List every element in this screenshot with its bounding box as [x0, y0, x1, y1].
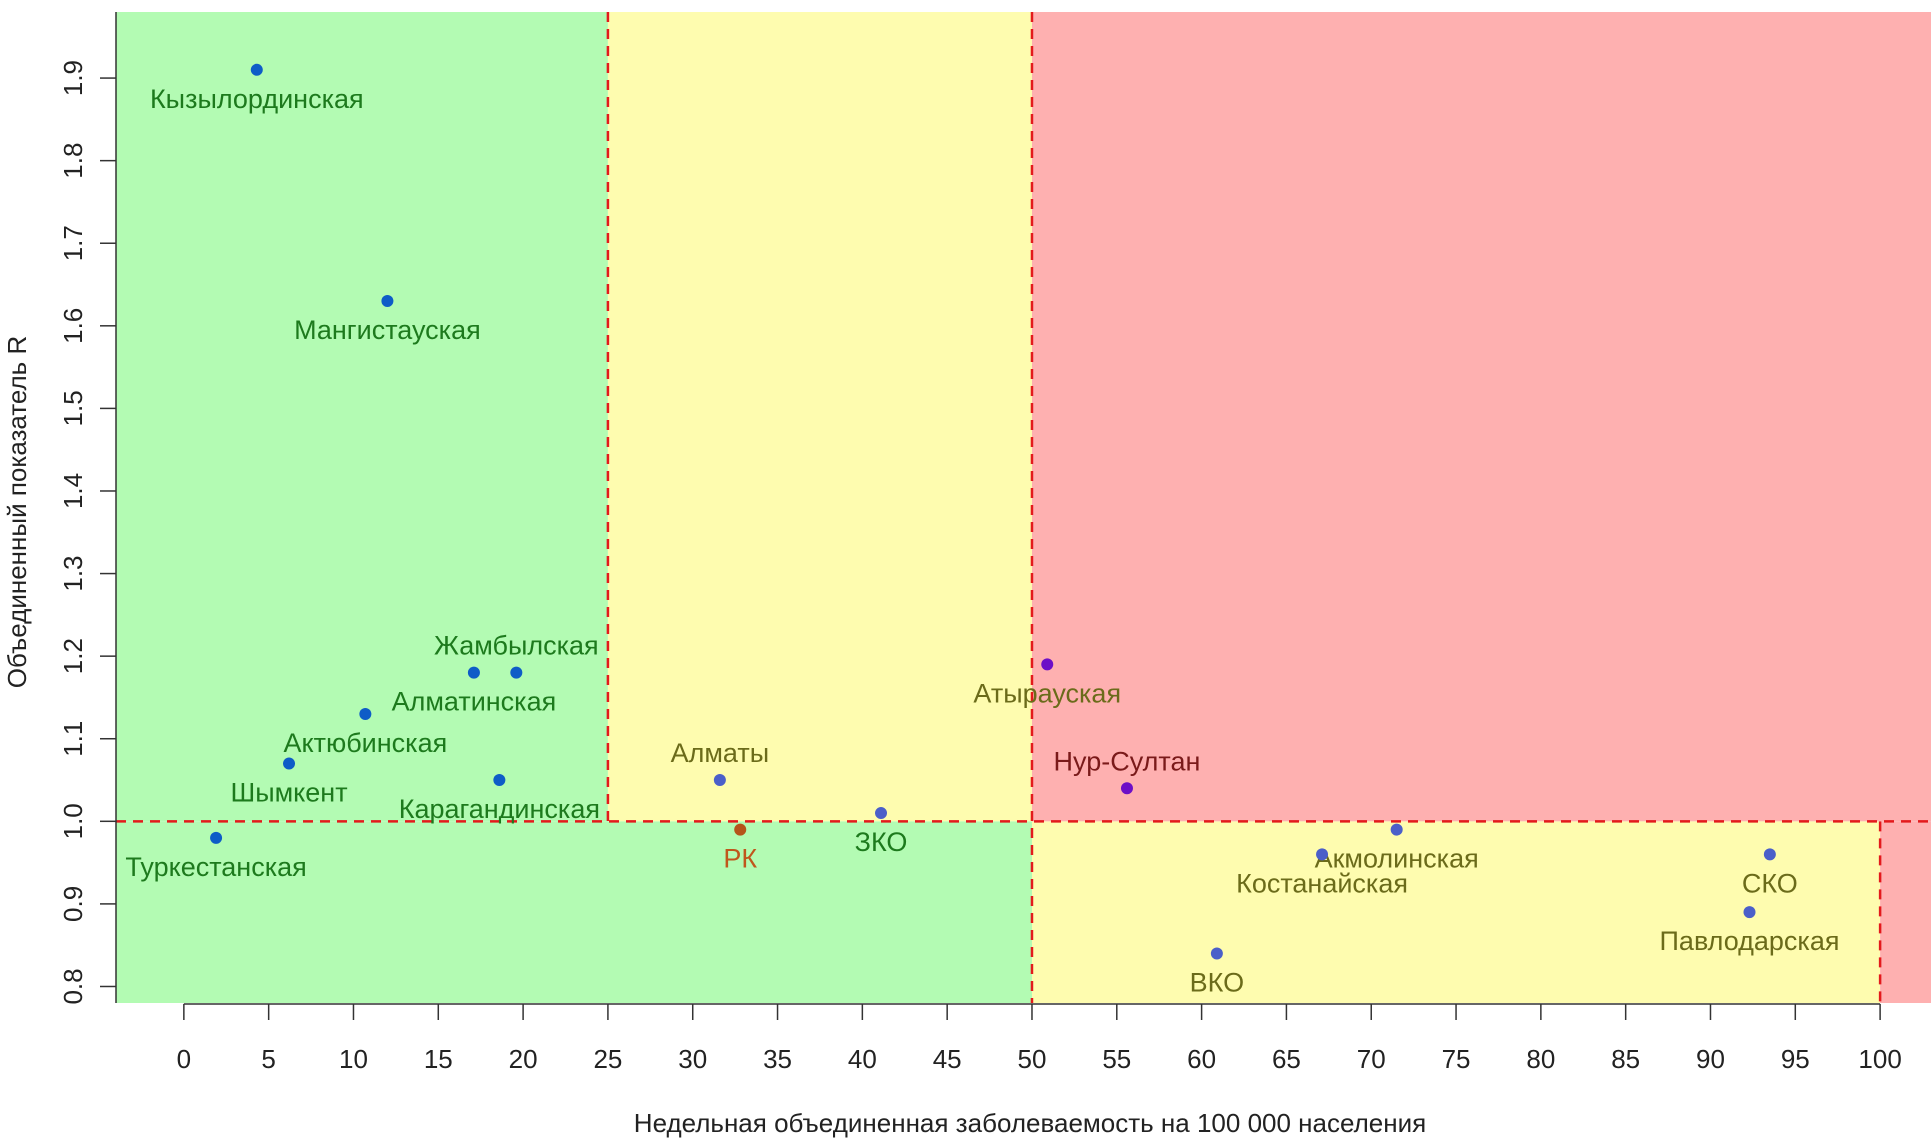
x-tick-label-45: 45 [933, 1044, 962, 1074]
y-tick-label-0.8: 0.8 [58, 968, 88, 1004]
x-tick-label-55: 55 [1102, 1044, 1131, 1074]
y-tick-label-1.9: 1.9 [58, 60, 88, 96]
x-tick-label-85: 85 [1611, 1044, 1640, 1074]
x-tick-label-70: 70 [1357, 1044, 1386, 1074]
y-tick-label-1.5: 1.5 [58, 390, 88, 426]
point-93.5-0.96 [1763, 848, 1776, 861]
point-label: Павлодарская [1660, 926, 1840, 956]
point-50.9-1.19 [1041, 658, 1054, 671]
x-tick-label-65: 65 [1272, 1044, 1301, 1074]
point-6.2-1.07 [283, 757, 296, 770]
x-tick-label-25: 25 [593, 1044, 622, 1074]
zone-5 [1880, 821, 1931, 1003]
x-axis-title: Недельная объединенная заболеваемость на… [634, 1108, 1426, 1138]
point-31.6-1.05 [713, 774, 726, 787]
point-label: Карагандинская [399, 794, 600, 824]
y-tick-label-1.6: 1.6 [58, 308, 88, 344]
point-label: ВКО [1190, 967, 1244, 997]
point-32.8-0.99 [734, 823, 747, 836]
point-4.3-1.91 [250, 63, 263, 76]
point-71.5-0.99 [1390, 823, 1403, 836]
threshold-lines [116, 12, 1931, 1003]
point-10.7-1.13 [359, 707, 372, 720]
point-label: Актюбинская [283, 728, 447, 758]
x-tick-label-90: 90 [1696, 1044, 1725, 1074]
x-tick-label-50: 50 [1018, 1044, 1047, 1074]
point-label: Мангистауская [294, 315, 481, 345]
point-label: Алматы [671, 738, 770, 768]
x-tick-label-100: 100 [1858, 1044, 1901, 1074]
point-label: СКО [1742, 868, 1798, 898]
y-tick-label-1.2: 1.2 [58, 638, 88, 674]
y-tick-label-1.0: 1.0 [58, 803, 88, 839]
y-tick-label-1.1: 1.1 [58, 721, 88, 757]
point-55.6-1.04 [1120, 782, 1133, 795]
point-92.3-0.89 [1743, 906, 1756, 919]
y-tick-label-1.4: 1.4 [58, 473, 88, 509]
point-label: РК [723, 844, 757, 874]
y-tick-label-1.7: 1.7 [58, 225, 88, 261]
point-1.9-0.98 [210, 831, 223, 844]
point-12-1.63 [381, 295, 394, 308]
zone-4 [1031, 12, 1931, 822]
x-tick-label-80: 80 [1526, 1044, 1555, 1074]
x-tick-label-20: 20 [509, 1044, 538, 1074]
x-tick-label-15: 15 [424, 1044, 453, 1074]
zone-2 [607, 12, 1032, 822]
zone-1 [116, 821, 1032, 1003]
y-tick-label-1.8: 1.8 [58, 143, 88, 179]
axes: 0 5 10 15 20 25 30 35 40 45 50 55 60 65 70 75 80 85 90 95 10… [58, 12, 1902, 1074]
point-label: Жамбылская [434, 631, 599, 661]
risk-zones [116, 12, 1931, 1003]
x-tick-label-0: 0 [177, 1044, 191, 1074]
x-tick-label-35: 35 [763, 1044, 792, 1074]
x-tick-label-10: 10 [339, 1044, 368, 1074]
x-tick-label-30: 30 [678, 1044, 707, 1074]
point-17.1-1.18 [467, 666, 480, 679]
point-60.9-0.84 [1210, 947, 1223, 960]
point-label: Алматинская [392, 687, 557, 717]
zone-0 [116, 12, 608, 822]
point-18.6-1.05 [493, 774, 506, 787]
point-label: Шымкент [230, 778, 347, 808]
point-label: Туркестанская [125, 852, 306, 882]
y-tick-label-1.3: 1.3 [58, 555, 88, 591]
y-axis-title: Объединенный показатель R [2, 336, 32, 688]
data-points: Кызылординская Мангистауская Жамбылская Алм… [125, 63, 1840, 997]
y-tick-label-0.9: 0.9 [58, 886, 88, 922]
point-67.1-0.96 [1316, 848, 1329, 861]
x-tick-label-5: 5 [261, 1044, 275, 1074]
point-label: Нур-Султан [1054, 746, 1201, 776]
point-19.6-1.18 [510, 666, 523, 679]
point-label: Кызылординская [150, 84, 364, 114]
point-label: ЗКО [855, 827, 908, 857]
zone-3 [1031, 821, 1881, 1003]
point-label: Атырауская [973, 678, 1121, 708]
x-tick-label-60: 60 [1187, 1044, 1216, 1074]
point-label: Костанайская [1236, 868, 1408, 898]
x-tick-label-95: 95 [1781, 1044, 1810, 1074]
point-41.1-1.01 [875, 807, 888, 820]
x-tick-label-40: 40 [848, 1044, 877, 1074]
x-tick-label-75: 75 [1442, 1044, 1471, 1074]
point-label: Акмолинская [1315, 844, 1479, 874]
